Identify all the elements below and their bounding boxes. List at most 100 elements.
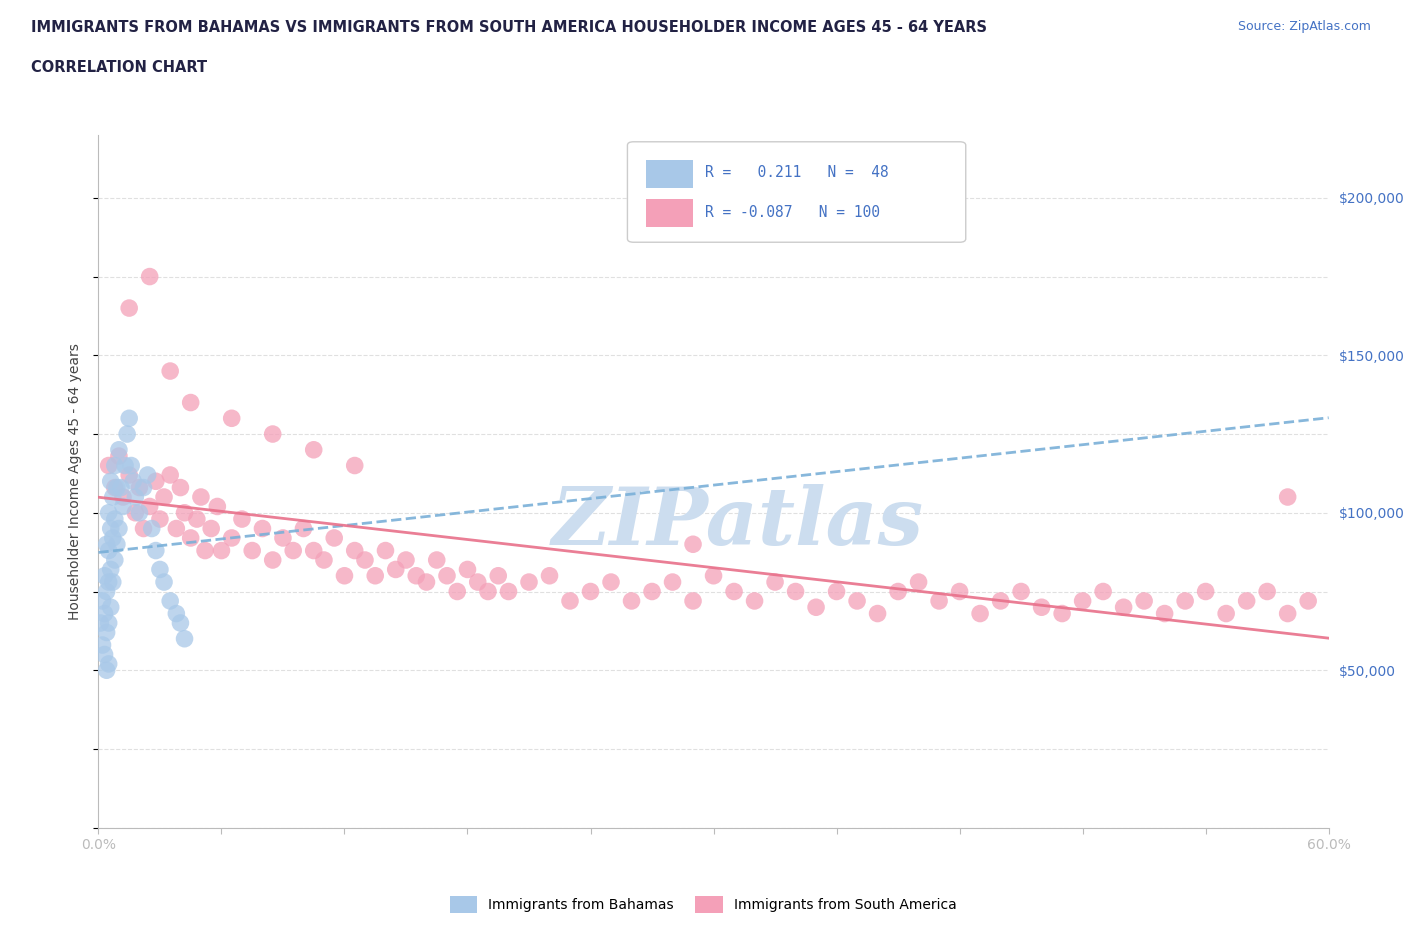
Legend: Immigrants from Bahamas, Immigrants from South America: Immigrants from Bahamas, Immigrants from… (444, 890, 962, 919)
Point (1133, 593, 1156, 608)
Point (97, 505, 120, 520)
Point (517, 575, 540, 590)
Point (1112, 600, 1135, 615)
Point (661, 575, 683, 590)
Point (538, 568, 561, 583)
Point (169, 480, 191, 495)
Text: IMMIGRANTS FROM BAHAMAS VS IMMIGRANTS FROM SOUTH AMERICA HOUSEHOLDER INCOME AGES: IMMIGRANTS FROM BAHAMAS VS IMMIGRANTS FR… (31, 20, 987, 35)
Point (723, 584, 745, 599)
Point (128, 480, 150, 495)
Point (96, 584, 118, 599)
Point (907, 575, 929, 590)
Point (100, 474, 122, 489)
Point (426, 552, 449, 567)
Point (112, 489, 135, 504)
Point (405, 568, 427, 583)
Text: Source: ZipAtlas.com: Source: ZipAtlas.com (1237, 20, 1371, 33)
Point (333, 568, 356, 583)
Point (108, 521, 131, 536)
Point (620, 593, 643, 608)
Point (292, 521, 315, 536)
Point (1010, 584, 1032, 599)
Point (682, 593, 704, 608)
FancyBboxPatch shape (627, 141, 966, 242)
Text: R =   0.211   N =  48: R = 0.211 N = 48 (704, 166, 889, 180)
Point (194, 543, 217, 558)
Point (97, 458, 120, 473)
Point (153, 575, 176, 590)
Point (384, 562, 406, 577)
Point (165, 521, 187, 536)
Point (124, 505, 146, 520)
Bar (645, 161, 693, 188)
Point (600, 575, 623, 590)
Point (323, 530, 346, 545)
Point (825, 584, 848, 599)
Point (169, 616, 191, 631)
Point (132, 521, 155, 536)
Point (221, 411, 243, 426)
Point (118, 300, 141, 315)
Point (200, 521, 222, 536)
Point (104, 480, 127, 495)
Point (190, 489, 212, 504)
Point (93, 647, 115, 662)
Point (1277, 489, 1299, 504)
Point (302, 543, 325, 558)
Point (132, 480, 155, 495)
Point (415, 575, 437, 590)
Point (1236, 593, 1258, 608)
Point (395, 552, 418, 567)
Point (579, 584, 602, 599)
Point (1215, 606, 1237, 621)
Point (159, 364, 181, 379)
Point (173, 505, 195, 520)
Point (364, 568, 387, 583)
Point (846, 593, 869, 608)
Point (1296, 593, 1319, 608)
Point (262, 552, 284, 567)
Point (1092, 584, 1115, 599)
Point (105, 480, 128, 495)
Point (97, 575, 120, 590)
Point (641, 584, 664, 599)
Point (122, 474, 145, 489)
Point (159, 593, 181, 608)
Point (120, 458, 142, 473)
Point (211, 543, 233, 558)
Point (153, 489, 176, 504)
Bar (645, 199, 693, 227)
Point (283, 543, 305, 558)
Point (969, 606, 991, 621)
Point (96, 663, 118, 678)
Point (252, 521, 274, 536)
Point (1256, 584, 1278, 599)
Point (138, 269, 160, 284)
Point (467, 575, 489, 590)
Point (128, 505, 150, 520)
Point (159, 468, 181, 483)
Point (477, 584, 499, 599)
Point (149, 512, 172, 526)
Point (115, 427, 138, 442)
Point (136, 468, 159, 483)
Point (457, 562, 479, 577)
Point (141, 521, 163, 536)
Point (93, 606, 115, 621)
Point (928, 593, 950, 608)
Point (110, 480, 132, 495)
Point (89, 616, 111, 631)
Point (498, 584, 520, 599)
Point (124, 489, 146, 504)
Point (763, 575, 786, 590)
Point (887, 584, 910, 599)
Point (221, 530, 243, 545)
Point (486, 568, 509, 583)
Point (374, 543, 396, 558)
Point (165, 606, 187, 621)
Point (104, 458, 127, 473)
Point (866, 606, 889, 621)
Point (108, 448, 131, 463)
Point (114, 458, 136, 473)
Point (104, 552, 127, 567)
